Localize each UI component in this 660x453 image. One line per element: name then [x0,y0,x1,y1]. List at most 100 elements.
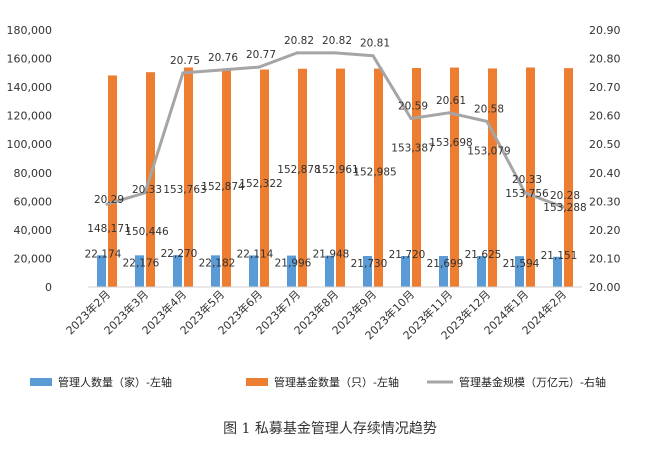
y-left-axis: 0 20,000 40,000 60,000 80,000 100,000 120,000 1… [7,24,53,294]
line-point [219,68,223,72]
data-label-managers: 22,174 [85,248,122,260]
bar-funds [374,68,383,288]
data-label-funds: 152,878 [277,164,320,176]
bar-funds [260,69,269,287]
data-label-scale: 20.61 [436,95,466,107]
data-label-scale: 20.33 [512,174,542,186]
data-label-funds: 152,961 [315,164,358,176]
data-label-funds: 152,985 [353,167,396,179]
y-left-tick-label: 160,000 [7,53,53,66]
data-label-funds: 153,756 [505,188,549,200]
chart-caption: 图 1 私募基金管理人存续情况趋势 [223,420,437,437]
data-label-funds: 152,874 [201,181,245,193]
data-label-scale: 20.59 [398,101,428,113]
y-right-tick-label: 20.30 [589,195,621,208]
data-label-managers: 22,182 [199,257,236,269]
bar-managers [211,255,220,287]
line-layer [105,51,565,209]
line-point [523,191,527,195]
y-left-tick-label: 140,000 [7,81,53,94]
bar-funds [222,68,231,288]
data-label-funds: 153,079 [467,145,510,157]
y-left-tick-label: 180,000 [7,24,53,37]
y-right-tick-label: 20.70 [589,81,621,94]
data-label-funds: 153,387 [391,143,434,155]
bar-funds [412,67,421,287]
line-point [143,191,147,195]
y-right-tick-label: 20.50 [589,138,621,151]
line-point [181,71,185,75]
data-label-scale: 20.82 [322,35,352,47]
x-axis: 2023年2月2023年3月2023年4月2023年5月2023年6月2023年… [63,286,582,342]
bar-funds [488,68,497,288]
y-right-tick-label: 20.60 [589,110,621,123]
data-label-scale: 20.81 [360,38,390,50]
data-label-scale: 20.77 [246,49,276,61]
bar-managers [439,256,448,287]
legend-label: 管理基金规模（万亿元）-右轴 [459,375,606,389]
data-label-managers: 21,151 [541,250,578,262]
y-right-tick-label: 20.10 [589,252,621,265]
bar-managers [173,255,182,287]
data-label-scale: 20.33 [132,184,162,196]
bar-managers [553,256,562,287]
y-right-tick-label: 20.90 [589,24,621,37]
line-point [371,54,375,58]
bar-managers [97,255,106,287]
data-label-managers: 22,176 [123,257,160,269]
y-left-tick-label: 120,000 [7,110,53,123]
data-label-scale: 20.82 [284,35,314,47]
line-point [409,117,413,121]
data-label-scale: 20.76 [208,52,238,64]
data-label-funds: 153,763 [163,184,206,196]
bar-managers [325,255,334,287]
data-label-managers: 21,699 [427,258,464,270]
line-point [105,202,109,206]
data-label-funds: 152,322 [239,178,282,190]
data-label-managers: 21,594 [503,258,540,270]
y-right-tick-label: 20.80 [589,53,621,66]
line-point [257,65,261,69]
line-point [561,205,565,209]
y-left-tick-label: 60,000 [14,195,53,208]
data-label-managers: 21,625 [465,249,502,261]
data-label-funds: 148,171 [87,223,130,235]
bar-funds [298,68,307,288]
data-label-managers: 22,114 [237,248,274,260]
data-label-scale: 20.29 [94,194,124,206]
line-point [333,51,337,55]
data-label-funds: 153,698 [429,137,472,149]
bar-funds [336,68,345,287]
y-right-tick-label: 20.20 [589,224,621,237]
bar-managers [401,255,410,287]
line-point [295,51,299,55]
data-label-managers: 21,720 [389,249,426,261]
y-right-axis: 20.00 20.10 20.20 20.30 20.40 20.50 20.60 20.70… [589,24,621,294]
y-left-tick-label: 20,000 [14,252,53,265]
data-label-funds: 153,288 [543,202,586,214]
bar-managers [249,255,258,287]
bar-managers [515,256,524,287]
y-left-tick-label: 0 [45,281,52,294]
y-left-tick-label: 80,000 [14,167,53,180]
y-left-tick-label: 40,000 [14,224,53,237]
bar-funds [450,67,459,288]
bar-managers [287,255,296,287]
data-label-scale: 20.75 [170,55,200,67]
legend: 管理人数量（家）-左轴 管理基金数量（只）-左轴 管理基金规模（万亿元）-右轴 [30,375,606,389]
bar-funds [526,67,535,287]
legend-label: 管理基金数量（只）-左轴 [274,375,399,389]
data-labels-layer: 22,17422,17622,27022,18222,11421,99621,9… [85,35,587,270]
data-label-managers: 21,996 [275,258,312,270]
legend-swatch [246,378,268,386]
bar-managers [363,255,372,287]
bar-funds [184,67,193,287]
line-point [447,111,451,115]
line-point [485,119,489,123]
y-right-tick-label: 20.00 [589,281,621,294]
data-label-managers: 21,948 [313,249,350,261]
y-right-tick-label: 20.40 [589,167,621,180]
legend-label: 管理人数量（家）-左轴 [58,375,172,389]
data-label-managers: 22,270 [161,248,198,260]
